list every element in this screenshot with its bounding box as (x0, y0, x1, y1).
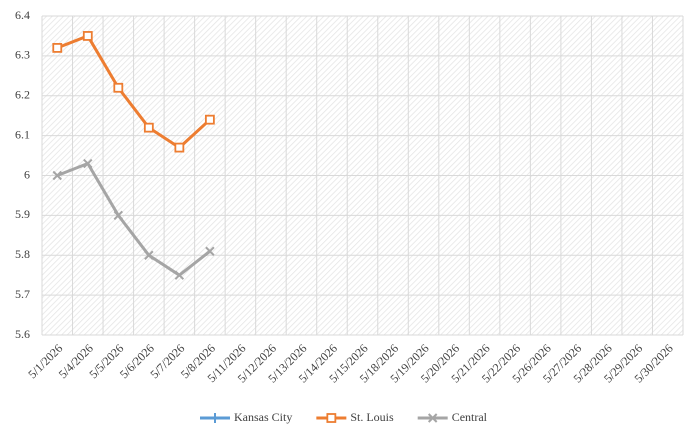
marker (204, 114, 215, 125)
marker (143, 122, 154, 133)
y-tick-label: 6.1 (15, 127, 30, 141)
y-tick-label: 6.3 (15, 48, 30, 62)
legend-label: St. Louis (350, 410, 394, 424)
legend-label: Kansas City (234, 410, 292, 424)
marker (144, 250, 154, 260)
y-tick-label: 5.9 (15, 207, 30, 221)
marker (52, 43, 63, 53)
marker (205, 246, 215, 256)
y-tick-label: 5.8 (15, 247, 30, 261)
y-tick-label: 5.7 (15, 287, 30, 301)
series-line (56, 34, 211, 150)
legend: Kansas City St. Louis Central (200, 410, 488, 424)
marker (52, 170, 62, 181)
y-tick-label: 6 (24, 167, 30, 181)
marker (174, 270, 185, 280)
y-tick-label: 6.4 (15, 8, 30, 22)
marker (174, 142, 185, 153)
marker (83, 158, 93, 169)
marker (82, 31, 93, 41)
marker (326, 413, 337, 423)
series-line (56, 162, 211, 277)
marker (427, 413, 438, 423)
y-tick-label: 5.6 (15, 327, 30, 341)
marker (113, 210, 124, 221)
y-tick-label: 6.2 (15, 88, 30, 102)
legend-label: Central (452, 410, 488, 424)
marker (210, 413, 220, 423)
marker (113, 82, 124, 93)
